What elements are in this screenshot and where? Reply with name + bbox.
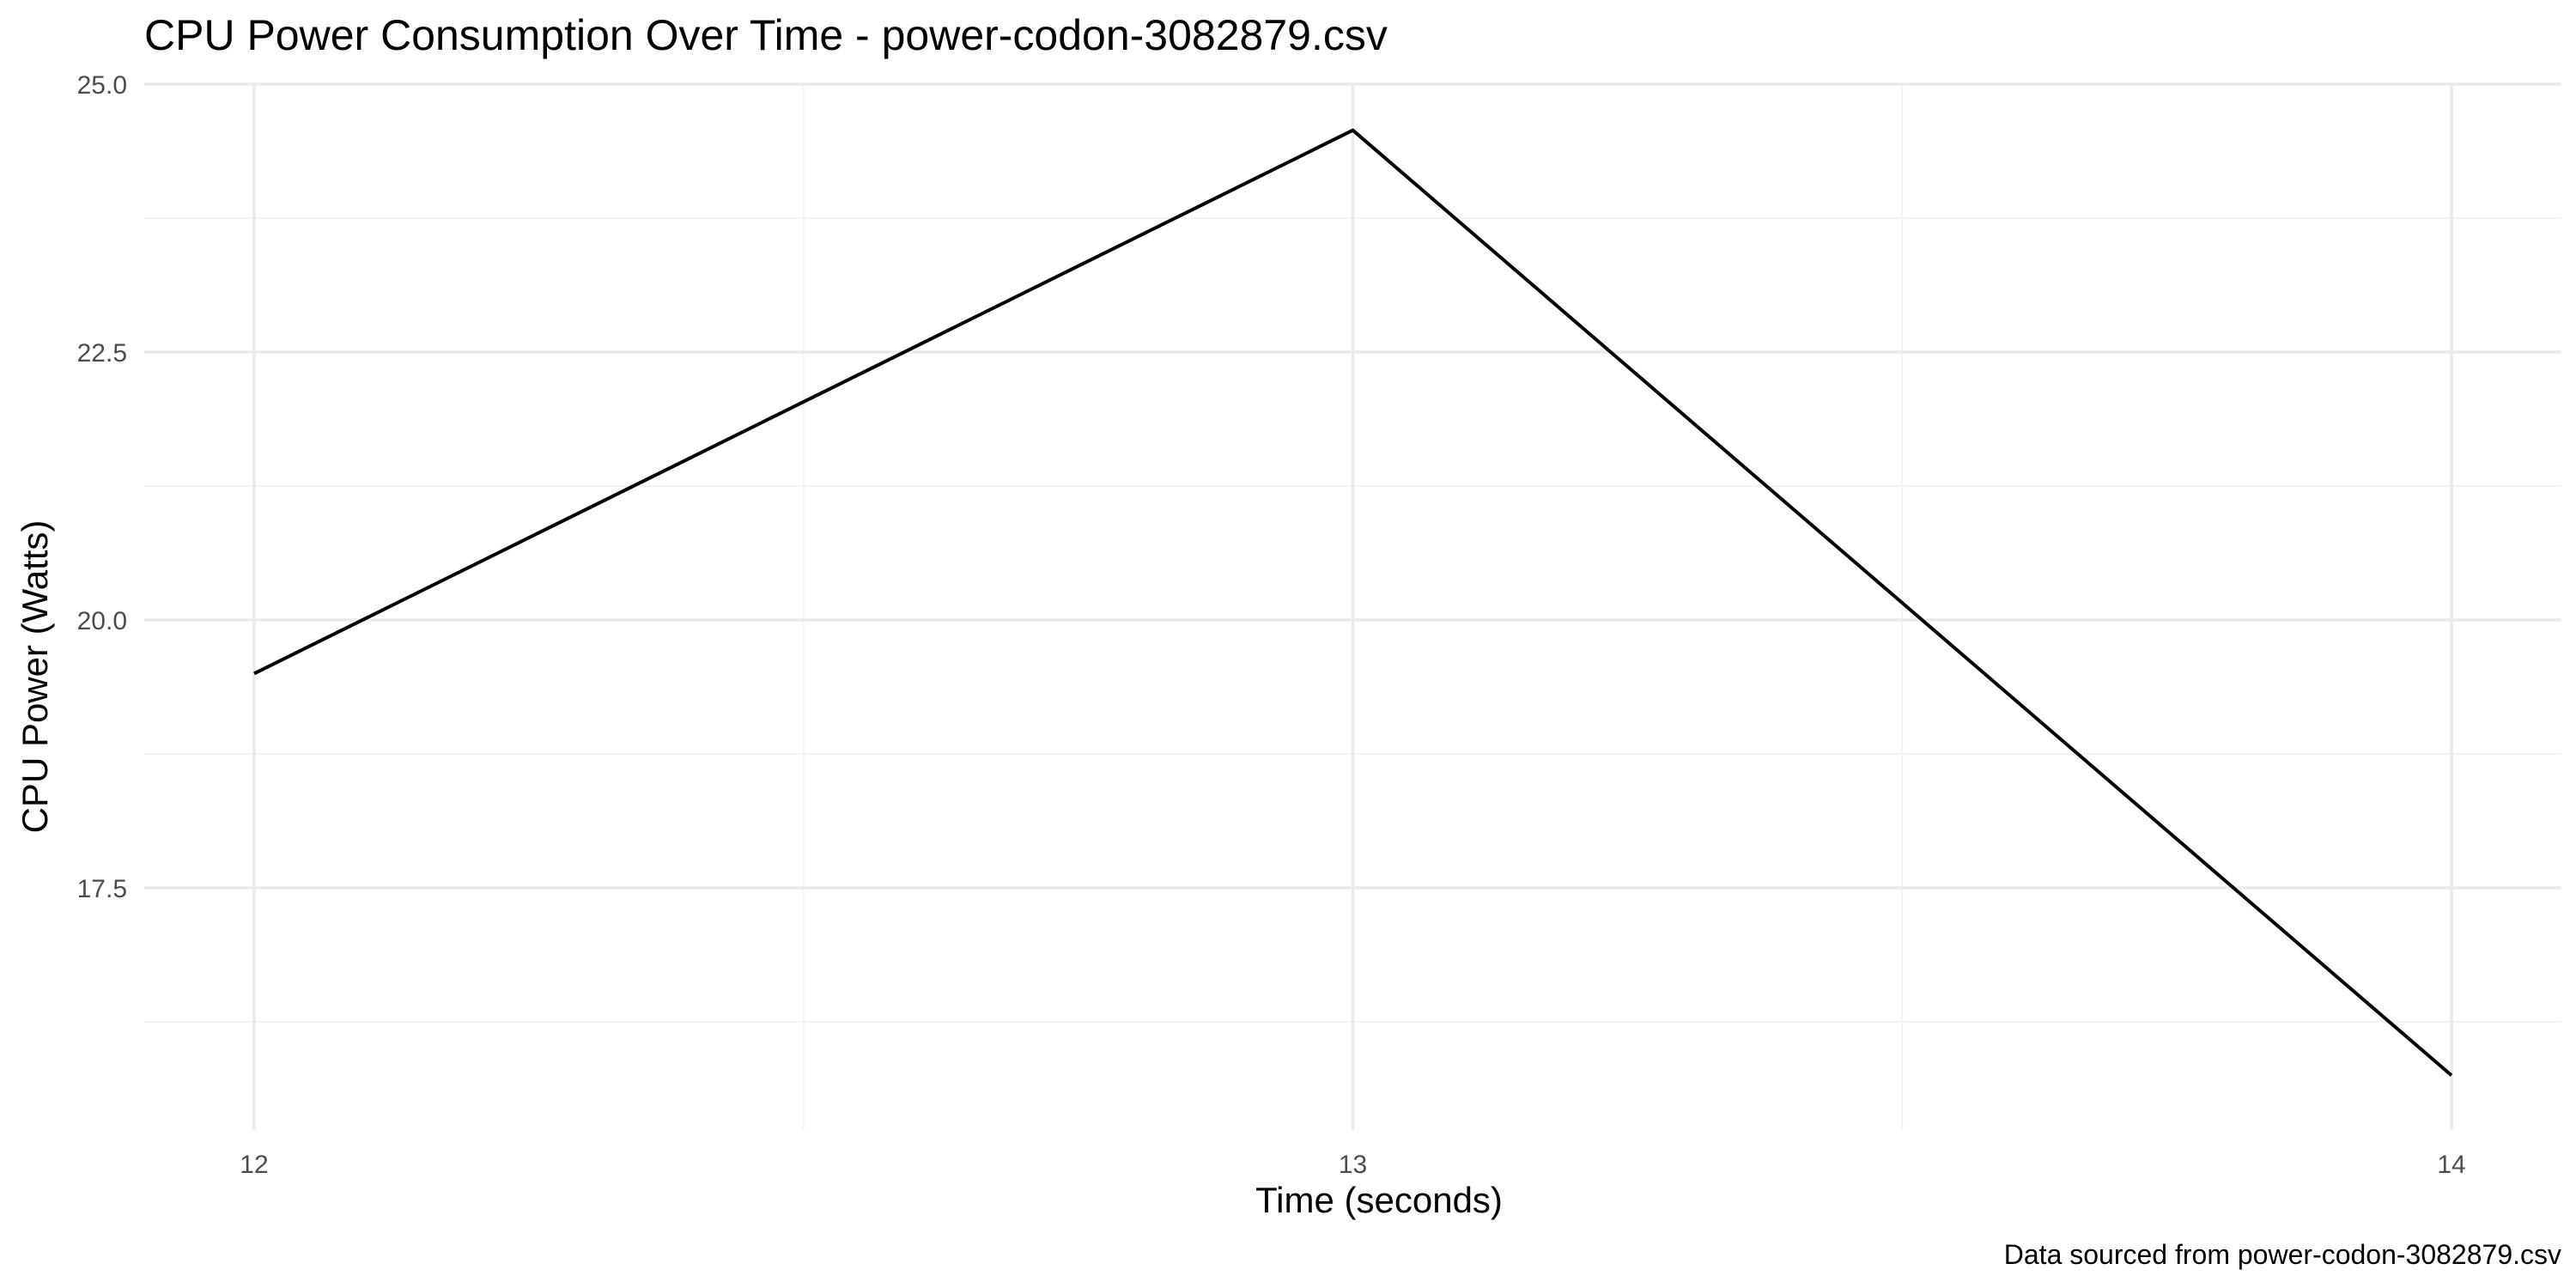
- y-axis-ticks: 17.5 20.0 22.5 25.0: [77, 71, 127, 903]
- y-axis-title: CPU Power (Watts): [15, 520, 55, 834]
- x-tick-label: 12: [240, 1151, 268, 1179]
- x-tick-label: 14: [2437, 1151, 2465, 1179]
- series-layer: [253, 128, 2453, 1077]
- y-tick-label: 17.5: [77, 875, 127, 903]
- series-line: [253, 128, 2453, 1077]
- chart-title: CPU Power Consumption Over Time - power-…: [144, 11, 1388, 59]
- grid: [144, 82, 2561, 1130]
- x-tick-label: 13: [1339, 1151, 1367, 1179]
- x-axis-ticks: 12 13 14: [240, 1151, 2465, 1179]
- y-tick-label: 20.0: [77, 607, 127, 635]
- y-tick-label: 25.0: [77, 71, 127, 100]
- x-axis-title: Time (seconds): [1255, 1180, 1503, 1220]
- y-tick-label: 22.5: [77, 339, 127, 368]
- chart-caption: Data sourced from power-codon-3082879.cs…: [2004, 1239, 2561, 1270]
